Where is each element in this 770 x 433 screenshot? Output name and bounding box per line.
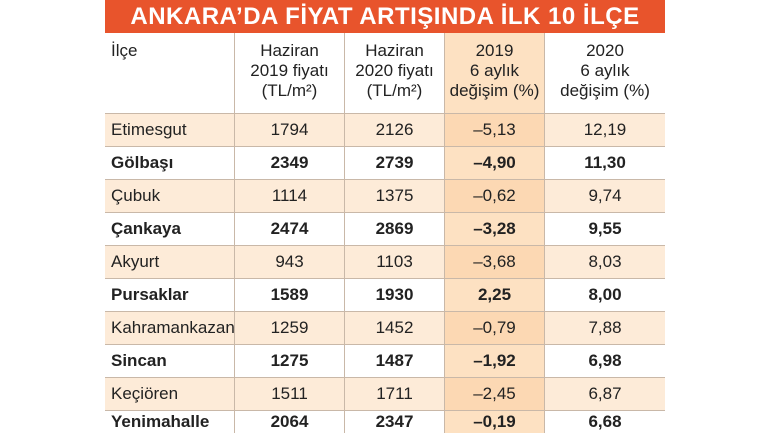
header-text: 6 aylık — [580, 61, 630, 80]
table-row: Gölbaşı 2349 2739 –4,90 11,30 — [105, 147, 665, 180]
table-cell: 7,88 — [545, 312, 665, 344]
table-infographic: ANKARA’DA FİYAT ARTIŞINDA İLK 10 İLÇE İl… — [105, 0, 665, 433]
table-cell: Etimesgut — [105, 114, 235, 146]
table-cell: 1375 — [345, 180, 445, 212]
table-cell: 9,55 — [588, 219, 622, 238]
table-cell: 1114 — [235, 180, 345, 212]
table-cell: –5,13 — [445, 114, 545, 146]
table-cell: 9,74 — [545, 180, 665, 212]
table-cell: –0,79 — [445, 312, 545, 344]
table-cell: Akyurt — [105, 246, 235, 278]
table-cell: 1103 — [345, 246, 445, 278]
table-cell: Pursaklar — [105, 279, 235, 311]
table-cell: –2,45 — [445, 378, 545, 410]
table-cell: 8,03 — [545, 246, 665, 278]
table-cell: –4,90 — [445, 147, 545, 179]
table-cell: 1452 — [345, 312, 445, 344]
table-row: Kahramankazan 1259 1452 –0,79 7,88 — [105, 312, 665, 345]
table-row: Keçiören 1511 1711 –2,45 6,87 — [105, 378, 665, 411]
table-cell: 6,98 — [588, 351, 622, 370]
table-cell: –3,68 — [445, 246, 545, 278]
table-cell: 1487 — [345, 345, 445, 377]
table-row: Sincan 1275 1487 –1,92 6,98 — [105, 345, 665, 378]
header-cell: 2020 6 aylık değişim (%) — [545, 33, 665, 113]
header-text: değişim (%) — [449, 81, 540, 100]
table-cell: 2347 — [345, 411, 445, 433]
table-row: Etimesgut 1794 2126 –5,13 12,19 — [105, 114, 665, 147]
table-row: Pursaklar 1589 1930 2,25 8,00 — [105, 279, 665, 312]
header-row: İlçe Haziran 2019 fiyatı (TL/m²) Haziran 2020… — [105, 33, 665, 114]
table-cell: 1711 — [345, 378, 445, 410]
title: ANKARA’DA FİYAT ARTIŞINDA İLK 10 İLÇE — [105, 0, 665, 33]
header-text: (TL/m²) — [366, 81, 423, 100]
header-text: değişim (%) — [560, 81, 650, 100]
table-row: Akyurt 943 1103 –3,68 8,03 — [105, 246, 665, 279]
header-text: 2020 — [586, 41, 624, 60]
table-cell: Sincan — [105, 345, 235, 377]
table-cell: Kahramankazan — [105, 312, 235, 344]
header-text: İlçe — [111, 41, 138, 60]
table-cell: 6,68 — [588, 412, 622, 431]
table-cell: 2064 — [235, 411, 345, 433]
table-cell: 8,00 — [588, 285, 622, 304]
table-cell: 12,19 — [545, 114, 665, 146]
table-cell: –0,19 — [445, 411, 545, 433]
header-text: Haziran — [365, 41, 424, 60]
header-text: 6 aylık — [469, 61, 520, 80]
table-cell: 6,87 — [545, 378, 665, 410]
table-cell: 2126 — [345, 114, 445, 146]
header-cell: 2019 6 aylık değişim (%) — [445, 33, 545, 113]
table-cell: –3,28 — [445, 213, 545, 245]
header-cell: İlçe — [105, 33, 235, 113]
header-text: (TL/m²) — [261, 81, 318, 100]
table-cell: 2,25 — [445, 279, 545, 311]
table-row: Çankaya 2474 2869 –3,28 9,55 — [105, 213, 665, 246]
header-text: 2020 fiyatı — [355, 61, 434, 80]
table-cell: 1259 — [235, 312, 345, 344]
table-cell: 2869 — [345, 213, 445, 245]
table-cell: 2349 — [235, 147, 345, 179]
table-cell: Çankaya — [105, 213, 235, 245]
header-text: Haziran — [260, 41, 319, 60]
table-row: Çubuk 1114 1375 –0,62 9,74 — [105, 180, 665, 213]
header-text: 2019 fiyatı — [250, 61, 329, 80]
table-cell: –1,92 — [445, 345, 545, 377]
table-cell: 1589 — [235, 279, 345, 311]
table-cell: 1930 — [345, 279, 445, 311]
table-row: Yenimahalle 2064 2347 –0,19 6,68 — [105, 411, 665, 433]
header-cell: Haziran 2019 fiyatı (TL/m²) — [235, 33, 345, 113]
table-cell: 1275 — [235, 345, 345, 377]
table-cell: 1794 — [235, 114, 345, 146]
header-cell: Haziran 2020 fiyatı (TL/m²) — [345, 33, 445, 113]
table-cell: Gölbaşı — [105, 147, 235, 179]
table-cell: 1511 — [235, 378, 345, 410]
table-cell: Çubuk — [105, 180, 235, 212]
table-cell: Yenimahalle — [105, 411, 235, 433]
table-cell: –0,62 — [445, 180, 545, 212]
table-cell: 2474 — [235, 213, 345, 245]
table-cell: 943 — [235, 246, 345, 278]
table-cell: 2739 — [345, 147, 445, 179]
table: İlçe Haziran 2019 fiyatı (TL/m²) Haziran 2020… — [105, 33, 665, 433]
header-text: 2019 — [475, 41, 514, 60]
table-cell: 11,30 — [584, 153, 626, 172]
table-cell: Keçiören — [105, 378, 235, 410]
